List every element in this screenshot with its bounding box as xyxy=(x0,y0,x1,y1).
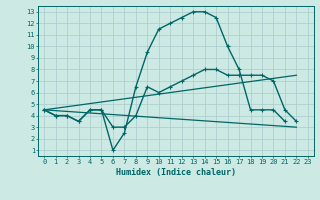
X-axis label: Humidex (Indice chaleur): Humidex (Indice chaleur) xyxy=(116,168,236,177)
